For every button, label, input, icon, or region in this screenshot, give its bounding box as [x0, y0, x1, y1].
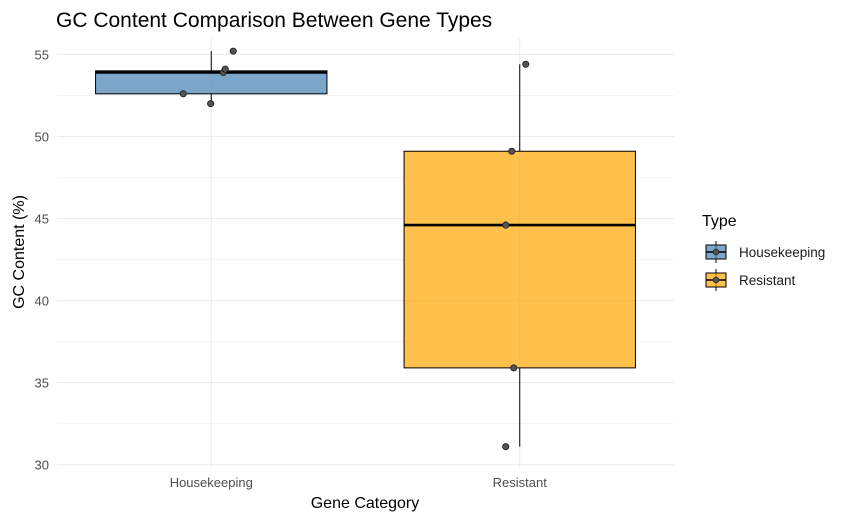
data-point: [508, 147, 516, 155]
y-axis-title: GC Content (%): [11, 195, 28, 309]
legend-item-resistant: Resistant: [705, 269, 796, 291]
box-iqr: [95, 70, 328, 95]
legend-label: Housekeeping: [739, 245, 825, 260]
x-tick-label: Resistant: [493, 475, 548, 490]
y-tick-label: 35: [35, 376, 49, 391]
x-tick-label: Housekeeping: [170, 475, 253, 490]
data-point: [502, 443, 510, 451]
data-point: [229, 47, 237, 55]
data-point: [207, 100, 215, 108]
data-points: [179, 47, 530, 451]
box-iqr: [403, 150, 636, 369]
x-axis-ticks: Housekeeping Resistant: [170, 475, 548, 490]
legend-key-point: [712, 276, 720, 284]
y-tick-label: 55: [35, 47, 49, 62]
y-axis-ticks: 30 35 40 45 50 55: [35, 47, 49, 472]
data-point: [179, 90, 187, 98]
data-point: [510, 364, 518, 372]
data-point: [221, 65, 229, 73]
y-tick-label: 45: [35, 212, 49, 227]
box-resistant: [403, 64, 636, 447]
legend: Type Housekeeping Resistant: [702, 213, 825, 291]
legend-key-point: [712, 248, 720, 256]
y-tick-label: 50: [35, 129, 49, 144]
chart-title: GC Content Comparison Between Gene Types: [56, 9, 492, 32]
data-point: [522, 60, 530, 68]
box-housekeeping: [95, 51, 328, 104]
legend-item-housekeeping: Housekeeping: [705, 241, 825, 263]
boxes: [95, 51, 636, 447]
legend-label: Resistant: [739, 273, 796, 288]
data-point: [502, 221, 510, 229]
legend-title: Type: [702, 213, 737, 230]
y-tick-label: 30: [35, 458, 49, 473]
y-tick-label: 40: [35, 294, 49, 309]
x-axis-title: Gene Category: [311, 495, 420, 512]
